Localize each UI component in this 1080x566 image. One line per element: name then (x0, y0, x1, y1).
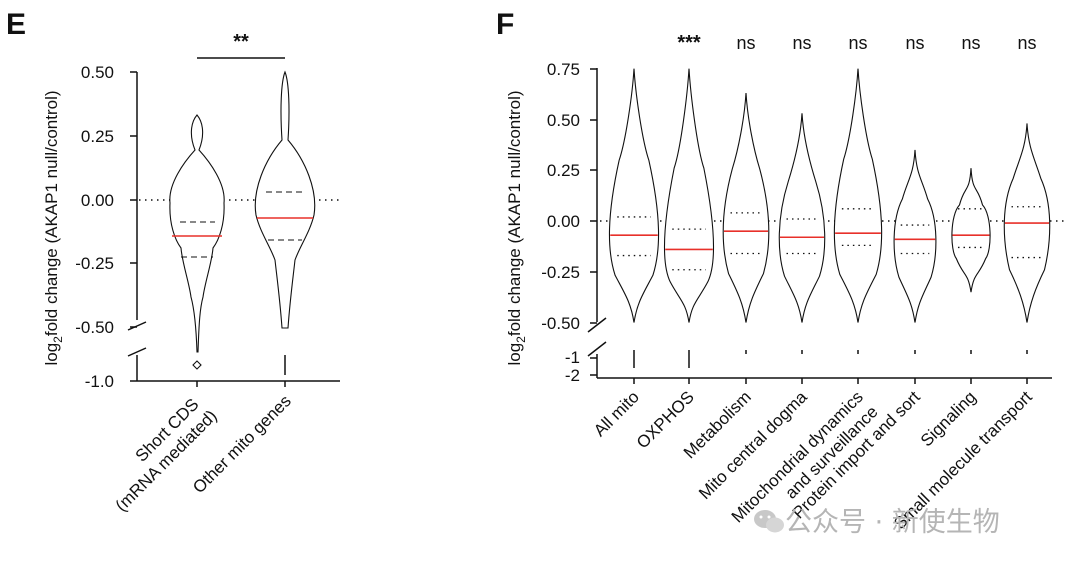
significance-label-f: ns (961, 33, 980, 53)
outlier-short-cds (192, 360, 202, 370)
y-tick-label-e: -1.0 (85, 372, 114, 391)
y-tick-label-e: 0.50 (81, 63, 114, 82)
y-tick-label-e: -0.25 (75, 254, 114, 273)
violin-signaling (951, 168, 991, 293)
axis-break-e (127, 321, 147, 331)
significance-label-f: ns (792, 33, 811, 53)
y-tick-label-f: 0.00 (547, 212, 580, 231)
y-tick-label-f: 0.75 (547, 60, 580, 79)
violins-f (608, 68, 1051, 368)
violin-oxphos (663, 68, 715, 323)
violin-metabolism (722, 92, 770, 323)
y-axis-label-e: log2fold change (AKAP1 null/control) (42, 90, 65, 365)
panel-label-f: F (496, 8, 514, 41)
panel-e: E log2fold change (AKAP1 null/control) 0… (6, 8, 342, 515)
y-tick-label-e: 0.25 (81, 127, 114, 146)
significance-label-f: ns (736, 33, 755, 53)
panel-f: F log2fold change (AKAP1 null/control) 0… (496, 8, 1065, 533)
significance-label-f: ns (1017, 33, 1036, 53)
significance-label-f: ns (905, 33, 924, 53)
violin-short-cds (169, 114, 225, 353)
watermark: 公众号 · 新使生物 (754, 507, 1000, 538)
y-tick-label-e: 0.00 (81, 191, 114, 210)
violin-protein-import-and-sort (893, 149, 937, 323)
panel-label-e: E (6, 8, 26, 41)
x-tick-label-f: All mito (590, 387, 643, 440)
axis-break-f (587, 341, 607, 357)
violin-all-mito (608, 68, 660, 323)
watermark-text: 公众号 · 新使生物 (785, 507, 1000, 538)
violin-mito-central-dogma (778, 113, 826, 323)
significance-label-f: *** (677, 32, 701, 54)
violin-mitochondrial-dynamics (833, 68, 883, 323)
y-tick-label-f: -1 (565, 348, 580, 367)
y-tick-label-f: -0.25 (541, 263, 580, 282)
y-tick-label-f: -2 (565, 366, 580, 385)
y-axis-label-f: log2fold change (AKAP1 null/control) (505, 90, 528, 365)
significance-label-e: ** (233, 31, 249, 53)
y-tick-label-e: -0.50 (75, 318, 114, 337)
y-tick-label-f: -0.50 (541, 314, 580, 333)
wechat-icon (754, 510, 784, 533)
significance-label-f: ns (848, 33, 867, 53)
axis-break-f (587, 317, 607, 333)
y-tick-label-f: 0.25 (547, 161, 580, 180)
violin-other-mito (254, 70, 316, 329)
axis-break-e (127, 347, 147, 357)
y-tick-label-f: 0.50 (547, 111, 580, 130)
